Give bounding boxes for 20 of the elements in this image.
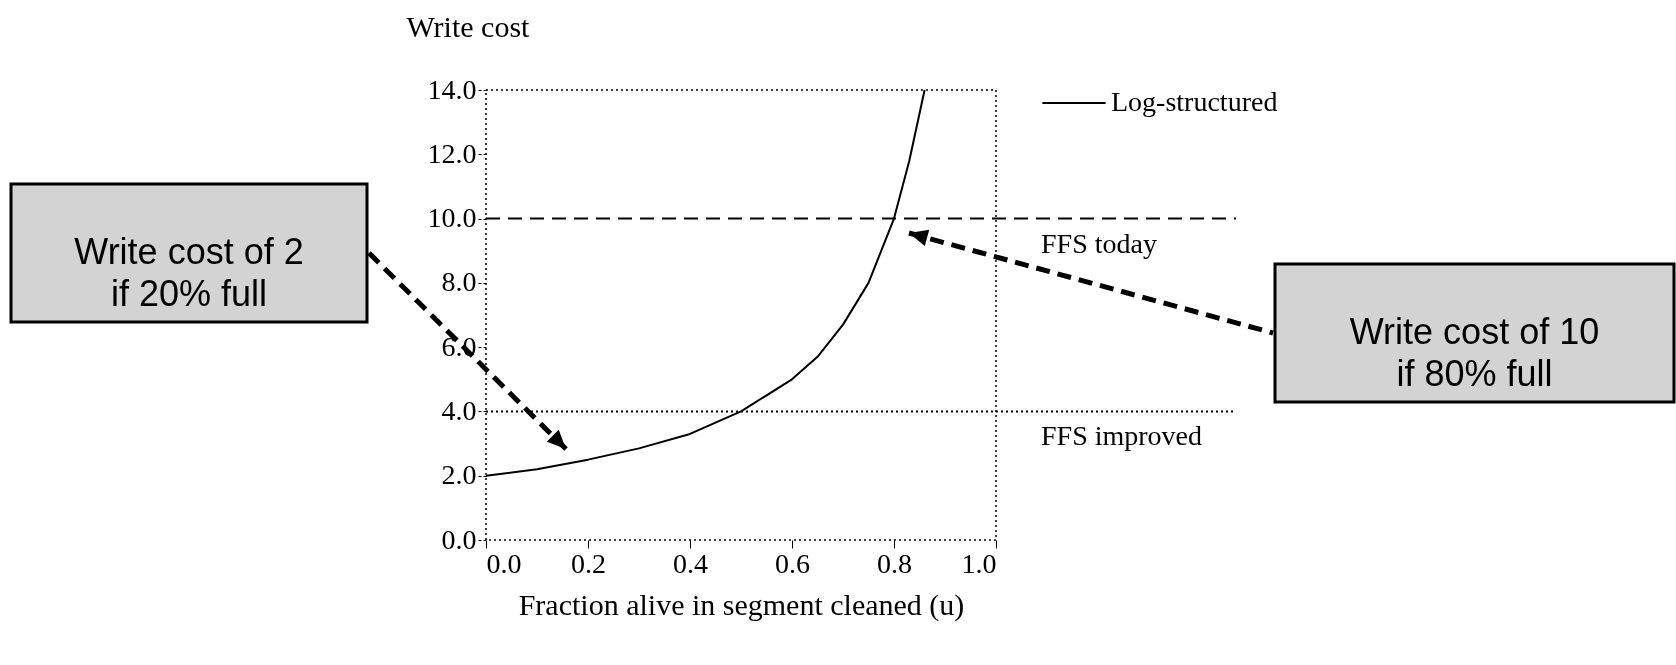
y-tick-label: 4.0 [441,394,477,426]
y-tick-label: 0.0 [441,523,477,555]
text: Write cost of 2 if 20% full [74,231,304,314]
x-axis-title: Fraction alive in segment cleaned (u) [518,587,965,622]
x-tick-label: 0.2 [571,547,606,579]
y-tick-label: 14.0 [427,73,477,105]
x-tick-label: 1.0 [961,547,997,579]
legend-label: Log-structured [1111,86,1278,117]
x-tick-label: 0.8 [877,547,912,579]
x-tick-label: 0.4 [673,547,708,579]
ref-line-label: FFS today [1041,227,1157,259]
y-axis-title: Write cost [406,9,531,43]
ref-line-label: FFS improved [1041,420,1203,452]
x-tick-label: 0.0 [486,547,522,579]
text: Write cost of 10 if 80% full [1349,311,1600,394]
y-tick-label: 2.0 [441,459,477,491]
y-tick-label: 12.0 [427,137,477,169]
y-tick-label: 8.0 [441,266,477,298]
y-tick-label: 10.0 [427,202,477,234]
x-tick-label: 0.6 [775,547,810,579]
